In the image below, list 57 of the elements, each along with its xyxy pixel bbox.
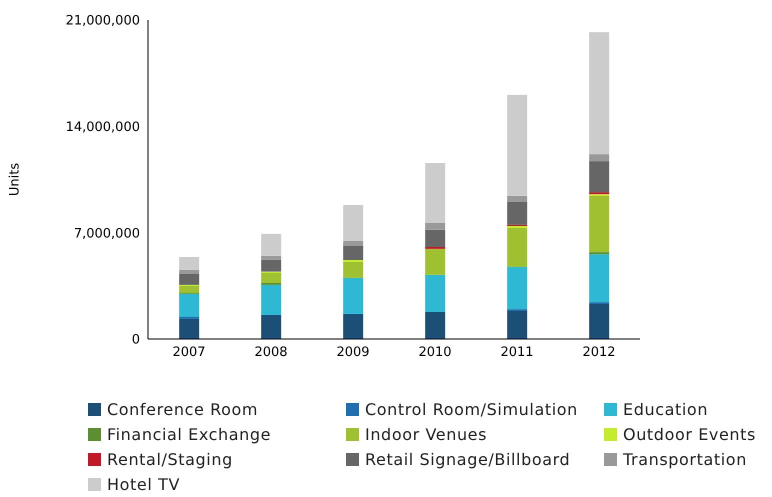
bar: [343, 241, 364, 246]
bar: [261, 256, 282, 260]
x-tick-label: 2012: [582, 345, 616, 360]
legend-label: Indoor Venues: [365, 425, 488, 444]
bar: [425, 230, 446, 247]
bar: [343, 246, 364, 260]
legend-label: Conference Room: [107, 400, 258, 419]
bar: [425, 222, 446, 230]
x-tick-label: 2008: [254, 345, 288, 360]
bar: [179, 286, 200, 293]
y-tick-label: 21,000,000: [66, 14, 140, 29]
legend-label: Retail Signage/Billboard: [365, 450, 570, 469]
legend-label: Rental/Staging: [107, 450, 233, 469]
bar: [589, 254, 610, 302]
legend-label: Education: [623, 400, 708, 419]
y-tick-label: 7,000,000: [74, 226, 140, 242]
bar: [425, 274, 446, 312]
legend-label: Outdoor Events: [623, 425, 756, 444]
legend-label: Transportation: [623, 450, 747, 469]
bar: [261, 272, 282, 283]
x-tick-label: 2007: [172, 345, 206, 360]
y-axis-title: Units: [8, 162, 23, 196]
x-tick-label: 2009: [336, 345, 370, 360]
x-tick-label: 2011: [500, 345, 534, 360]
bar: [589, 196, 610, 252]
bar: [261, 260, 282, 272]
bar: [507, 196, 528, 202]
bar: [507, 228, 528, 267]
bar: [425, 248, 446, 275]
bar: [179, 294, 200, 317]
bar: [261, 234, 282, 256]
bar: [261, 284, 282, 315]
bar: [507, 266, 528, 310]
legend-label: Hotel TV: [107, 475, 180, 494]
y-tick-label: 0: [132, 332, 140, 348]
bar: [589, 304, 610, 339]
bar: [179, 318, 200, 339]
bar: [179, 274, 200, 285]
bar: [589, 161, 610, 192]
bar: [261, 315, 282, 339]
legend-label: Financial Exchange: [107, 425, 272, 444]
bar: [425, 312, 446, 339]
x-tick-label: 2010: [418, 345, 452, 360]
legend-label: Control Room/Simulation: [365, 400, 578, 419]
bar: [179, 270, 200, 274]
bar: [507, 311, 528, 339]
bar: [589, 32, 610, 154]
bar: [343, 314, 364, 339]
bar: [507, 94, 528, 196]
y-tick-label: 14,000,000: [66, 120, 140, 135]
bar: [589, 154, 610, 162]
bar: [343, 262, 364, 278]
bar: [507, 202, 528, 225]
bar: [343, 205, 364, 242]
bar: [343, 278, 364, 314]
bar: [179, 256, 200, 270]
bar: [425, 162, 446, 223]
